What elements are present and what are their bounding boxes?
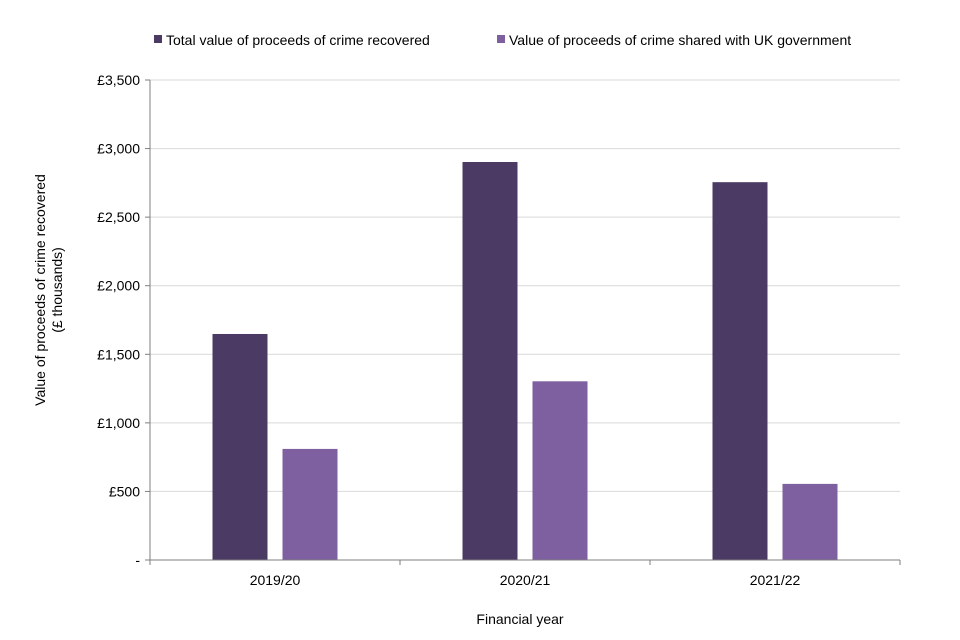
x-tick-label: 2020/21 [500,572,551,588]
legend: Total value of proceeds of crime recover… [154,32,851,48]
legend-label-total: Total value of proceeds of crime recover… [166,32,430,48]
gridlines [150,79,900,492]
y-axis-title-line-1: Value of proceeds of crime recovered [32,174,48,406]
y-tick-labels: - £500 £1,000 £1,500 £2,000 £2,500 £3,000 £3,50… [97,72,140,568]
legend-swatch-total [154,35,162,43]
y-tick-label: £3,500 [97,72,140,88]
y-tick-label: £500 [109,483,140,499]
y-tick-label: £3,000 [97,141,140,157]
legend-swatch-shared [497,35,505,43]
y-tick-label: £1,000 [97,415,140,431]
axes [145,79,901,565]
y-tick-label: £2,000 [97,278,140,294]
bar-total-2021-22 [712,182,768,560]
y-tick-label: £2,500 [97,209,140,225]
y-axis-title-line-2: (£ thousands) [49,247,65,333]
bar-shared-2020-21 [532,381,588,560]
x-axis-title: Financial year [476,611,563,627]
bars [212,162,838,561]
bar-total-2020-21 [462,162,518,561]
x-tick-labels: 2019/20 2020/21 2021/22 [250,572,801,588]
bar-total-2019-20 [212,333,268,560]
y-tick-label: £1,500 [97,346,140,362]
x-tick-label: 2019/20 [250,572,301,588]
bar-shared-2021-22 [782,483,838,560]
legend-label-shared: Value of proceeds of crime shared with U… [509,32,851,48]
x-tick-label: 2021/22 [750,572,801,588]
y-axis-title: Value of proceeds of crime recovered (£ … [32,174,65,406]
bar-shared-2019-20 [282,448,338,560]
y-tick-label: - [135,552,140,568]
